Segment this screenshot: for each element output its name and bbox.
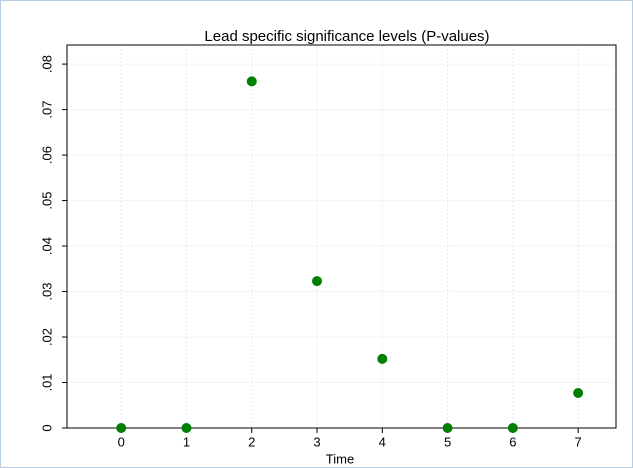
x-tick-label: 2 bbox=[248, 434, 255, 449]
point bbox=[507, 423, 518, 433]
point bbox=[246, 76, 257, 87]
x-tick-label: 3 bbox=[313, 434, 320, 449]
y-tick-label: .02 bbox=[39, 328, 54, 346]
y-tick-label: .06 bbox=[39, 146, 54, 164]
x-tick-label: 1 bbox=[183, 434, 190, 449]
point bbox=[181, 423, 192, 433]
x-tick-label: 6 bbox=[509, 434, 516, 449]
x-tick-label: 0 bbox=[118, 434, 125, 449]
chart-title: Lead specific significance levels (P-val… bbox=[204, 28, 489, 45]
x-tick-label: 5 bbox=[444, 434, 451, 449]
y-tick-label: .01 bbox=[39, 373, 54, 391]
x-tick-label: 4 bbox=[379, 434, 386, 449]
y-tick-label: .05 bbox=[39, 192, 54, 210]
y-tick-label: .07 bbox=[39, 101, 54, 119]
point bbox=[573, 387, 584, 398]
x-axis-label: Time bbox=[326, 451, 354, 466]
point bbox=[377, 353, 388, 364]
point bbox=[116, 423, 127, 433]
point bbox=[442, 423, 453, 433]
plot-frame bbox=[66, 44, 617, 429]
y-tick-label: 0 bbox=[39, 424, 54, 431]
y-tick-label: .08 bbox=[39, 55, 54, 73]
x-tick-label: 7 bbox=[575, 434, 582, 449]
y-tick-label: .04 bbox=[39, 237, 54, 255]
point bbox=[312, 276, 323, 287]
y-tick-label: .03 bbox=[39, 283, 54, 301]
